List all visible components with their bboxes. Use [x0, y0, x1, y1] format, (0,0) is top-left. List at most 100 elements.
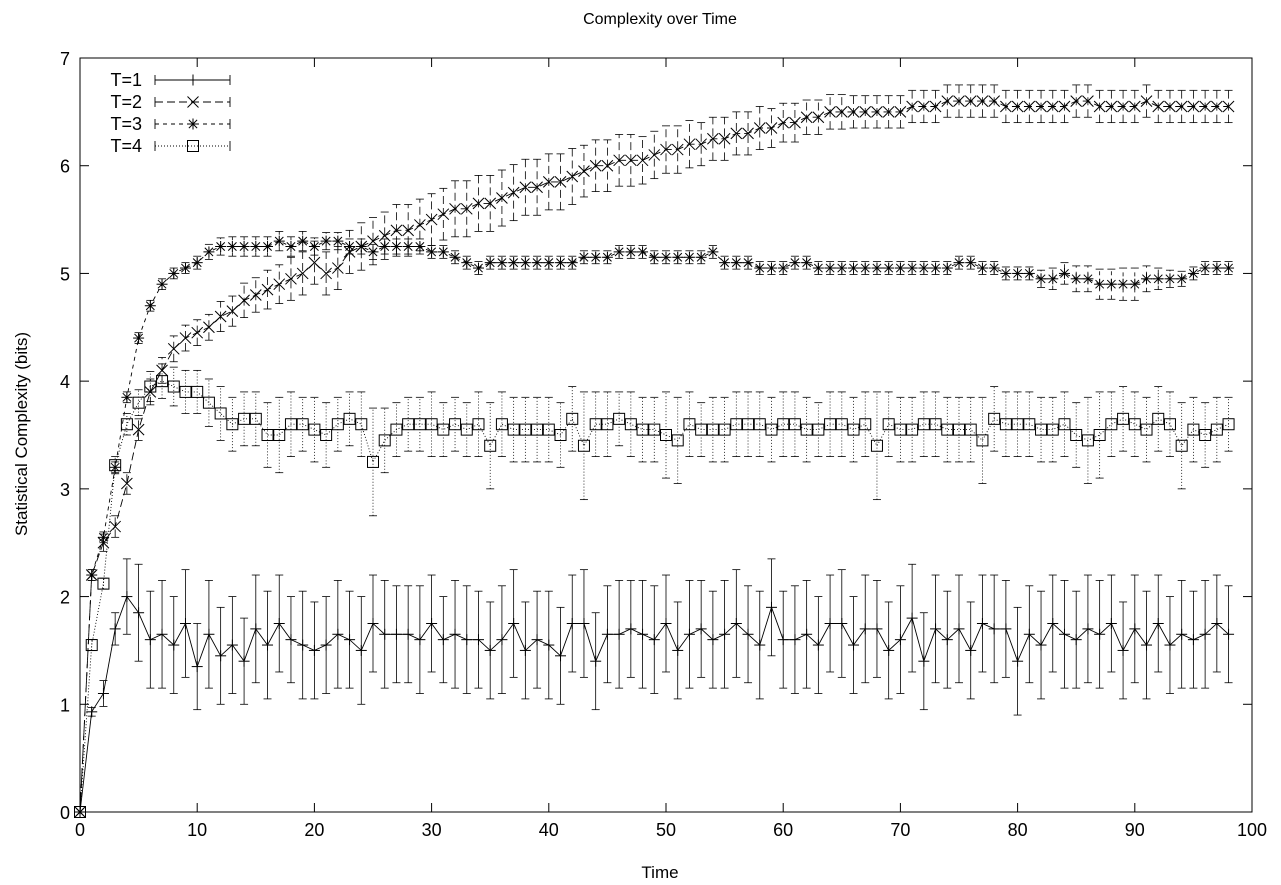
data-point: [1129, 278, 1141, 290]
error-bar: [322, 251, 331, 296]
data-point: [824, 106, 836, 118]
error-bar: [1072, 402, 1081, 468]
error-bar: [697, 402, 706, 457]
error-bar: [872, 391, 881, 501]
data-point: [613, 246, 625, 258]
error-bar: [544, 396, 553, 463]
x-tick-label: 80: [1008, 820, 1028, 840]
data-point: [707, 634, 719, 646]
error-bar: [1142, 396, 1151, 463]
data-point: [156, 278, 168, 290]
data-point: [566, 412, 579, 425]
data-point: [132, 396, 145, 409]
y-tick-label: 2: [60, 588, 70, 608]
data-point: [730, 618, 742, 629]
data-point: [437, 634, 449, 646]
data-point: [719, 628, 731, 640]
data-point: [590, 251, 602, 263]
error-bar: [240, 391, 249, 447]
data-point: [472, 418, 485, 431]
error-bar: [568, 386, 577, 452]
data-point: [917, 418, 930, 431]
data-point: [930, 262, 942, 274]
data-point: [496, 257, 508, 269]
error-bar: [333, 396, 342, 452]
error-bar: [603, 391, 612, 457]
data-point: [402, 628, 414, 640]
data-point: [660, 143, 672, 156]
data-point: [1012, 655, 1024, 667]
data-point: [765, 122, 778, 134]
data-point: [425, 418, 438, 431]
data-point: [1164, 639, 1176, 651]
data-point: [1140, 423, 1153, 436]
data-point: [789, 116, 801, 129]
error-bar: [216, 386, 225, 441]
data-point: [508, 618, 520, 629]
error-bar: [708, 116, 717, 161]
data-point: [836, 262, 848, 274]
error-bar: [134, 389, 143, 417]
data-point: [1023, 267, 1035, 279]
data-point: [308, 256, 321, 269]
data-point: [167, 380, 180, 393]
series-1: [74, 558, 1235, 818]
error-bar: [732, 391, 741, 457]
data-point: [718, 423, 731, 436]
data-point: [765, 601, 777, 613]
error-bar: [497, 391, 506, 457]
x-tick-label: 60: [773, 820, 793, 840]
data-point: [215, 241, 227, 252]
data-point: [168, 267, 180, 279]
data-point: [262, 639, 274, 651]
data-point: [847, 423, 860, 436]
data-point: [250, 241, 262, 252]
error-bar: [1013, 391, 1022, 457]
data-point: [249, 412, 262, 425]
data-point: [707, 246, 719, 258]
data-point: [1035, 273, 1047, 285]
data-point: [648, 423, 661, 436]
data-point: [848, 639, 860, 651]
error-bar: [779, 391, 788, 457]
data-point: [121, 591, 133, 603]
data-point: [284, 418, 297, 431]
data-point: [390, 241, 402, 252]
data-point: [1128, 418, 1141, 431]
data-point: [238, 412, 251, 425]
error-bar: [650, 396, 659, 463]
data-point: [660, 429, 672, 441]
error-bar: [1037, 396, 1046, 463]
data-point: [1152, 618, 1164, 629]
data-point: [1023, 418, 1036, 431]
error-bar: [1095, 391, 1104, 479]
error-bar: [1154, 386, 1163, 452]
data-point: [1058, 267, 1070, 279]
error-bar: [744, 111, 753, 156]
legend-item-4: T=4: [110, 136, 231, 156]
data-point: [964, 95, 977, 107]
data-point: [953, 423, 965, 436]
data-point: [308, 644, 320, 656]
legend-marker: [187, 74, 199, 86]
data-point: [1046, 100, 1059, 113]
data-point: [636, 154, 649, 167]
data-point: [695, 138, 708, 151]
error-bar: [708, 396, 717, 463]
error-bar: [638, 396, 647, 463]
data-point: [1035, 639, 1047, 651]
data-point: [1094, 278, 1106, 290]
error-bar: [509, 396, 518, 463]
data-point: [519, 423, 532, 436]
error-bar: [357, 391, 366, 457]
data-point: [1199, 429, 1212, 441]
data-point: [765, 423, 778, 436]
data-point: [1129, 623, 1141, 635]
data-point: [613, 412, 626, 425]
data-point: [625, 246, 637, 258]
error-bar: [1165, 391, 1174, 457]
data-point: [179, 618, 191, 629]
data-point: [941, 262, 953, 274]
data-point: [273, 235, 285, 247]
legend-marker: [187, 140, 199, 152]
